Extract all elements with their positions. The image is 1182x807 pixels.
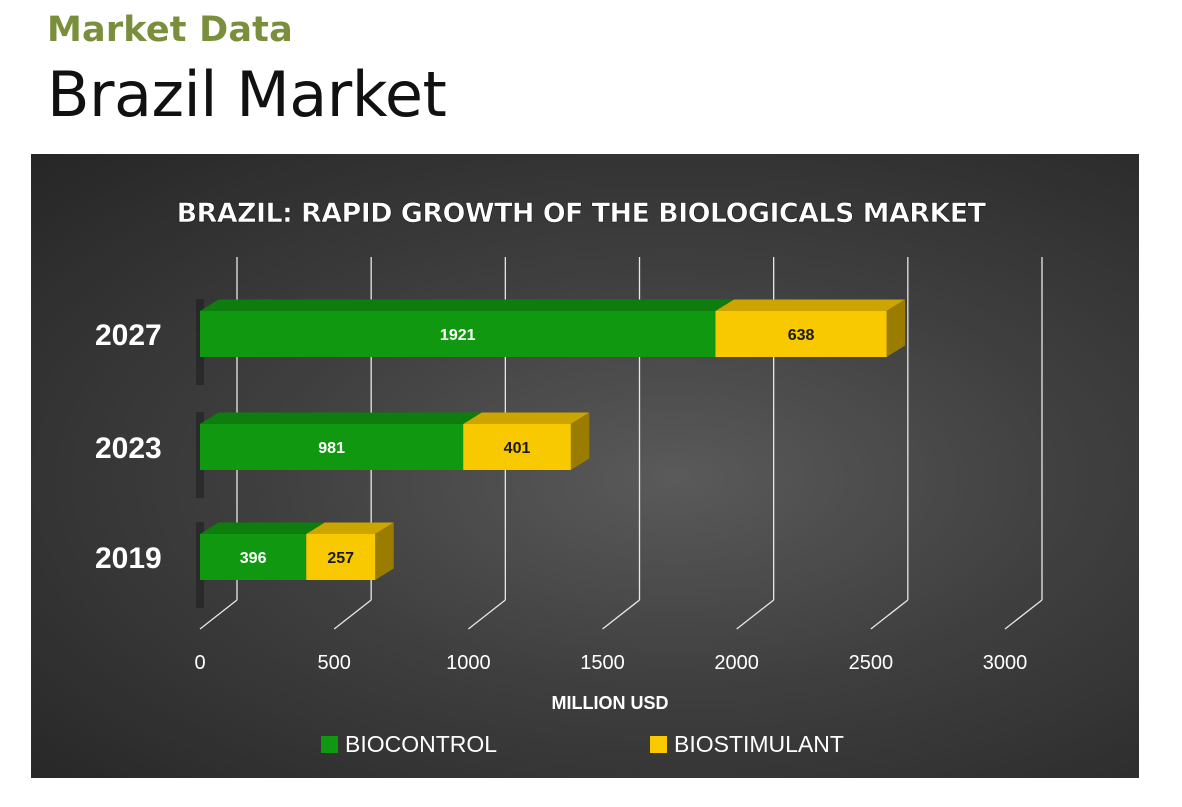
gridline-floor (736, 599, 775, 630)
category-label: 2019 (95, 542, 162, 575)
legend-label: BIOSTIMULANT (674, 731, 844, 757)
x-tick-label: 1500 (580, 652, 625, 674)
legend: BIOCONTROL BIOSTIMULANT (321, 731, 844, 757)
category-label: 2027 (95, 319, 162, 352)
gridline-floor (199, 599, 238, 630)
bar-biocontrol-2023 (200, 424, 464, 470)
legend-swatch-biostimulant (650, 736, 667, 753)
category-label: 2023 (95, 432, 162, 465)
gridline-floor (333, 599, 372, 630)
data-label: 257 (327, 550, 354, 567)
data-label: 638 (788, 327, 815, 344)
x-tick-label: 3000 (983, 652, 1028, 674)
chart-title: BRAZIL: RAPID GROWTH OF THE BIOLOGICALS … (177, 198, 987, 229)
data-label: 401 (504, 440, 531, 457)
data-label: 396 (240, 550, 267, 567)
bar-side (886, 299, 906, 357)
chart-svg: BRAZIL: RAPID GROWTH OF THE BIOLOGICALS … (95, 198, 1043, 757)
gridline-floor (602, 599, 640, 630)
bar-biocontrol-2019 (200, 534, 307, 580)
x-tick-label: 2500 (849, 652, 894, 674)
gridline-floor (1004, 599, 1043, 630)
gridline-floor (467, 599, 506, 630)
data-label: 981 (318, 440, 345, 457)
bar-side (570, 412, 590, 470)
bar-biostimulant-2023 (463, 424, 571, 470)
bar-top-biostimulant (463, 412, 590, 424)
bar-biocontrol-2027 (200, 311, 716, 357)
chart-panel: BRAZIL: RAPID GROWTH OF THE BIOLOGICALS … (31, 154, 1139, 778)
x-tick-label: 2000 (714, 652, 759, 674)
bar-top-biostimulant (306, 522, 394, 534)
section-label: Market Data (47, 10, 293, 50)
bar-top-biocontrol (200, 522, 325, 534)
legend-label: BIOCONTROL (345, 731, 497, 757)
x-tick-label: 1000 (446, 652, 491, 674)
x-axis-ticks: 0 500 1000 1500 2000 2500 3000 (194, 652, 1027, 674)
data-label: 1921 (440, 327, 476, 344)
x-tick-label: 500 (317, 652, 350, 674)
category-labels: 2027 2023 2019 (95, 319, 162, 575)
x-axis-label: MILLION USD (552, 693, 669, 713)
gridline-floor (870, 599, 909, 630)
bar-top-biostimulant (715, 299, 906, 311)
bar-top-biocontrol (200, 299, 734, 311)
legend-swatch-biocontrol (321, 736, 338, 753)
page-title: Brazil Market (47, 58, 447, 131)
bar-biostimulant-2027 (715, 311, 887, 357)
bars: 1921 638 981 401 396 257 (196, 299, 906, 608)
bar-biostimulant-2019 (306, 534, 376, 580)
x-tick-label: 0 (194, 652, 205, 674)
bar-top-biocontrol (200, 412, 482, 424)
bar-side (375, 522, 394, 580)
